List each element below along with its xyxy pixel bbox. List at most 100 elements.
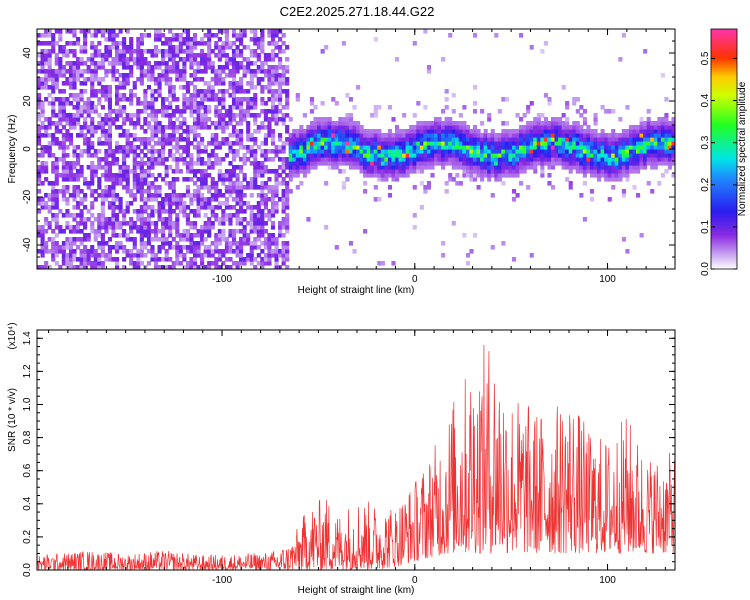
spectrogram-cell [143, 89, 148, 94]
spectrogram-cell [143, 177, 148, 182]
spectrogram-cell [533, 149, 538, 154]
spectrogram-cell [331, 125, 336, 130]
spectrogram-cell [373, 37, 378, 42]
spectrogram-cell [373, 141, 378, 146]
spectrogram-cell [657, 121, 662, 126]
spectrogram-cell [377, 141, 382, 146]
spectrogram-cell [448, 145, 453, 150]
spectrogram-cell [217, 157, 222, 162]
spectrogram-cell [356, 85, 361, 90]
spectrogram-cell [111, 157, 116, 162]
spectrogram-cell [462, 125, 467, 130]
spectrogram-cell [228, 133, 233, 138]
spectrogram-cell [309, 97, 315, 102]
spectrogram-cell [260, 185, 265, 190]
spectrogram-cell [260, 89, 265, 94]
spectrogram-cell [150, 113, 155, 118]
spectrogram-cell [168, 57, 173, 62]
spectrogram-cell [568, 133, 573, 138]
spectrogram-cell [366, 157, 371, 162]
spectrogram-cell [394, 157, 400, 162]
spectrogram-cell [270, 197, 276, 202]
spectrogram-cell [341, 133, 346, 138]
spectrogram-cell [543, 125, 548, 130]
spectrogram-cell [285, 165, 290, 170]
spectrogram-cell [246, 69, 251, 74]
spectrogram-cell [416, 121, 421, 126]
spectrogram-cell [348, 161, 354, 166]
spectrogram-cell [302, 141, 307, 146]
spectrogram-cell [107, 153, 113, 158]
spectrogram-cell [44, 85, 49, 90]
spectrogram-cell [550, 145, 556, 150]
spectrogram-cell [253, 181, 258, 186]
spectrogram-cell [171, 245, 176, 250]
spectrogram-cell [497, 109, 502, 114]
spectrogram-cell [433, 149, 439, 154]
spectrogram-cell [650, 189, 655, 194]
spectrogram-cell [207, 97, 212, 102]
spectrogram-cell [604, 161, 609, 166]
spectrogram-cell [146, 137, 152, 142]
spectrogram-cell [171, 157, 176, 162]
spectrogram-cell [231, 229, 237, 234]
spectrogram-cell [86, 113, 91, 118]
spectrogram-cell [391, 145, 396, 150]
spectrogram-cell [97, 225, 102, 230]
spectrogram-cell [83, 37, 88, 42]
spectrogram-cell [242, 161, 247, 166]
spectrogram-cell [228, 189, 233, 194]
spectrogram-cell [402, 113, 407, 118]
spectrogram-cell [44, 133, 49, 138]
spectrogram-cell [47, 33, 52, 38]
spectrogram-cell [185, 189, 191, 194]
spectrogram-cell [143, 221, 148, 226]
spectrogram-cell [451, 133, 456, 138]
spectrogram-cell [161, 209, 166, 214]
spectrogram-cell [79, 133, 84, 138]
spectrogram-cell [632, 161, 637, 166]
spectrogram-cell [274, 77, 279, 82]
spectrogram-cell [398, 145, 403, 150]
spectrogram-cell [150, 69, 155, 74]
spectrogram-cell [107, 33, 113, 38]
spectrogram-cell [394, 125, 400, 130]
spectrogram-cell [448, 133, 453, 138]
spectrogram-cell [136, 249, 141, 254]
spectrogram-cell [90, 73, 95, 78]
spectrogram-cell [182, 161, 187, 166]
spectrogram-cell [448, 117, 453, 122]
spectrogram-cell [118, 221, 123, 226]
spectrogram-cell [338, 145, 343, 150]
spectrogram-cell [437, 133, 442, 138]
spectrogram-cell [58, 249, 63, 254]
spectrogram-cell [58, 33, 63, 38]
spectrogram-cell [267, 185, 272, 190]
spectrogram-cell [136, 177, 141, 182]
spectrogram-cell [348, 113, 354, 118]
spectrogram-cell [65, 165, 70, 170]
spectrogram-cell [469, 173, 474, 178]
spectrogram-cell [196, 233, 201, 238]
spectrogram-cell [90, 145, 95, 150]
spectrogram-cell [44, 69, 49, 74]
spectrogram-cell [274, 109, 279, 114]
spectrogram-cell [345, 137, 350, 142]
spectrogram-cell [554, 125, 559, 130]
spectrogram-cell [157, 125, 162, 130]
spectrogram-cell [153, 49, 159, 54]
spectrogram-cell [444, 97, 449, 102]
spectrogram-cell [47, 197, 52, 202]
spectrogram-cell [122, 173, 127, 178]
spectrogram-cell [260, 257, 265, 262]
spectrogram-cell [214, 157, 219, 162]
spectrogram-cell [639, 117, 644, 122]
spectrogram-cell [611, 137, 616, 142]
spectrogram-cell [97, 97, 102, 102]
spectrogram-cell [90, 69, 95, 74]
spectrogram-cell [114, 205, 120, 210]
spectrogram-cell [107, 129, 113, 134]
spectrogram-cell [320, 129, 325, 134]
spectrogram-cell [472, 129, 478, 134]
spectrogram-cell [239, 257, 244, 262]
